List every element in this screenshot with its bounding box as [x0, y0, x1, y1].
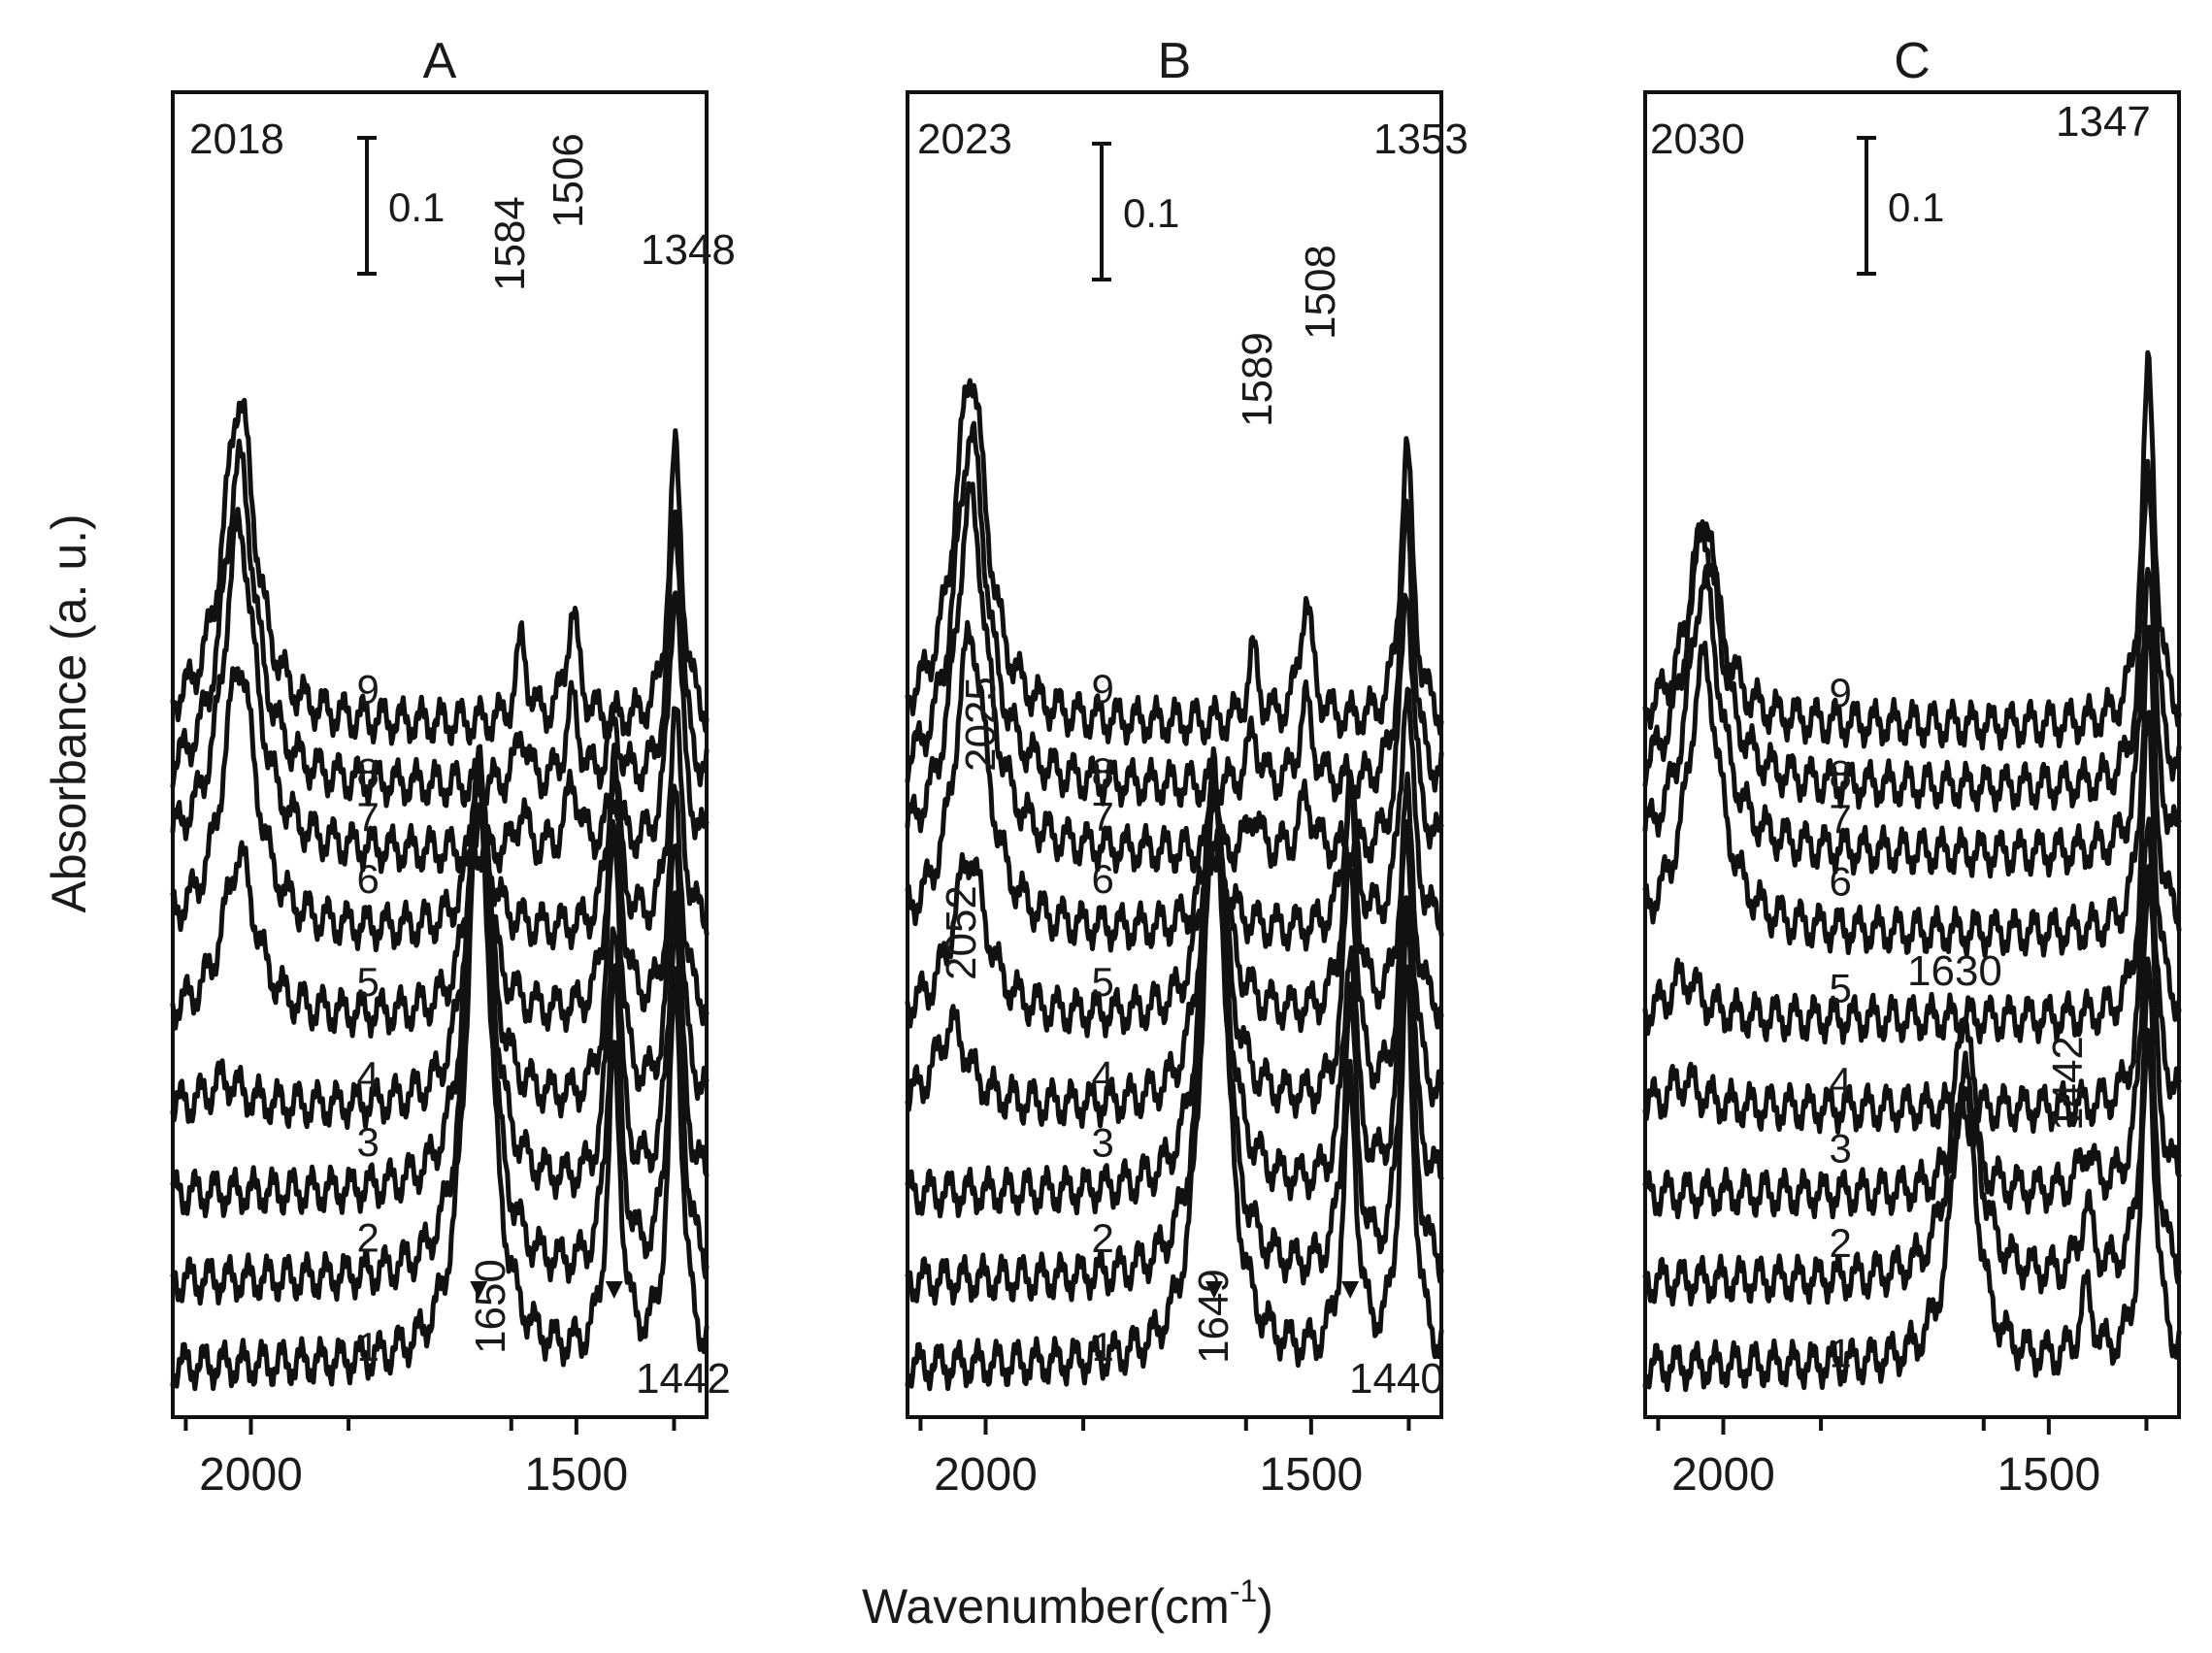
trace-label-2: 2 [1830, 1220, 1852, 1266]
peak-annotation: 1347 [2056, 98, 2151, 146]
trace-label-4: 4 [1830, 1059, 1852, 1105]
trace-6 [170, 666, 710, 953]
trace-7 [905, 480, 1444, 875]
trace-label-7: 7 [1830, 796, 1852, 842]
trace-label-1: 1 [1830, 1330, 1852, 1375]
peak-annotation: 1506 [545, 133, 592, 228]
x-tick-label: 1500 [1259, 1449, 1363, 1501]
trace-6 [1642, 624, 2182, 959]
trace-4 [1642, 816, 2182, 1135]
peak-annotation: 1630 [1907, 947, 2002, 995]
x-tick-label: 2000 [1671, 1449, 1775, 1501]
trace-9 [170, 397, 710, 746]
peak-annotation: 2030 [1650, 116, 1745, 163]
trace-2 [1642, 956, 2182, 1307]
trace-9 [905, 378, 1444, 746]
trace-label-8: 8 [1092, 749, 1114, 795]
peak-arrow [1205, 1281, 1223, 1299]
trace-label-5: 5 [1092, 959, 1114, 1005]
trace-label-9: 9 [1092, 666, 1114, 711]
peak-annotation: 1442 [636, 1355, 731, 1403]
trace-label-2: 2 [357, 1214, 380, 1260]
trace-label-2: 2 [1092, 1215, 1114, 1261]
panel-title: B [1158, 33, 1192, 89]
trace-label-3: 3 [1092, 1120, 1114, 1166]
x-tick-label: 2000 [934, 1449, 1038, 1501]
trace-5 [1642, 710, 2182, 1045]
trace-8 [1642, 458, 2182, 813]
trace-label-8: 8 [357, 749, 380, 795]
trace-label-4: 4 [357, 1053, 380, 1099]
scale-bar [357, 136, 377, 276]
scale-bar-label: 0.1 [1888, 184, 1944, 230]
x-tick-label: 1500 [524, 1449, 628, 1501]
trace-label-7: 7 [357, 794, 380, 840]
trace-label-3: 3 [357, 1119, 380, 1165]
trace-label-8: 8 [1830, 752, 1852, 798]
trace-7 [1642, 563, 2182, 879]
trace-label-3: 3 [1830, 1126, 1852, 1172]
trace-4 [170, 773, 710, 1131]
trace-3 [1642, 863, 2182, 1220]
trace-3 [905, 788, 1444, 1219]
trace-3 [170, 764, 710, 1219]
trace-label-1: 1 [1092, 1324, 1114, 1370]
trace-8 [905, 420, 1444, 809]
peak-annotation: 1508 [1297, 245, 1344, 340]
trace-1 [905, 745, 1444, 1392]
peak-annotation: 2018 [189, 116, 284, 163]
y-axis-label: Absorbance (a. u.) [42, 513, 96, 912]
trace-label-1: 1 [357, 1324, 380, 1370]
peak-annotation: 1353 [1373, 116, 1469, 163]
x-axis-label: Wavenumber(cm-1) [862, 1573, 1273, 1634]
scale-bar-label: 0.1 [1123, 190, 1179, 236]
trace-1 [1642, 1027, 2182, 1393]
peak-arrow [605, 1281, 623, 1299]
panel-title: C [1894, 33, 1931, 89]
peak-annotation: 1348 [641, 226, 736, 274]
trace-2 [170, 744, 710, 1306]
trace-label-9: 9 [1830, 670, 1852, 715]
trace-label-4: 4 [1092, 1052, 1114, 1098]
scale-bar [1092, 142, 1111, 281]
peak-annotation: 1650 [467, 1259, 514, 1354]
peak-arrow [1341, 1281, 1360, 1299]
peak-arrow [470, 1281, 488, 1299]
trace-8 [170, 438, 710, 809]
peak-annotation: 2025 [957, 677, 1005, 772]
trace-label-5: 5 [357, 959, 380, 1005]
trace-label-5: 5 [1830, 966, 1852, 1011]
peak-annotation: 1589 [1234, 332, 1281, 427]
peak-annotation: 1442 [2044, 1036, 2092, 1131]
peak-annotation: 1584 [486, 196, 534, 291]
scale-bar-label: 0.1 [388, 184, 445, 230]
scale-bar [1857, 136, 1876, 276]
trace-1 [170, 744, 710, 1392]
peak-annotation: 1440 [1349, 1355, 1444, 1403]
peak-annotation: 2052 [938, 885, 985, 980]
trace-9 [1642, 349, 2182, 751]
trace-7 [170, 507, 710, 875]
trace-label-7: 7 [1092, 794, 1114, 840]
x-tick-label: 2000 [199, 1449, 303, 1501]
trace-2 [905, 768, 1444, 1306]
peak-annotation: 2023 [917, 116, 1012, 163]
x-tick-label: 1500 [1997, 1449, 2100, 1501]
trace-4 [905, 776, 1444, 1129]
trace-label-9: 9 [357, 666, 380, 711]
panel-title: A [423, 33, 457, 89]
plot-frame [1643, 90, 2181, 1419]
